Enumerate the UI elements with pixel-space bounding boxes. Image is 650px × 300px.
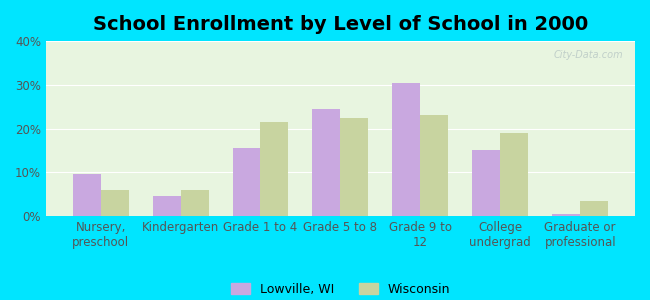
Bar — [500, 133, 528, 216]
Bar — [393, 82, 421, 216]
Legend: Lowville, WI, Wisconsin: Lowville, WI, Wisconsin — [226, 278, 455, 300]
Text: City-Data.com: City-Data.com — [554, 50, 623, 60]
Bar — [101, 190, 129, 216]
Bar — [261, 122, 289, 216]
Bar — [341, 118, 369, 216]
Bar — [313, 109, 341, 216]
Bar — [233, 148, 261, 216]
Bar — [473, 150, 501, 216]
Bar — [181, 190, 209, 216]
Bar — [73, 175, 101, 216]
Bar — [421, 116, 448, 216]
Bar — [552, 214, 580, 216]
Title: School Enrollment by Level of School in 2000: School Enrollment by Level of School in … — [93, 15, 588, 34]
Bar — [153, 196, 181, 216]
Bar — [580, 201, 608, 216]
